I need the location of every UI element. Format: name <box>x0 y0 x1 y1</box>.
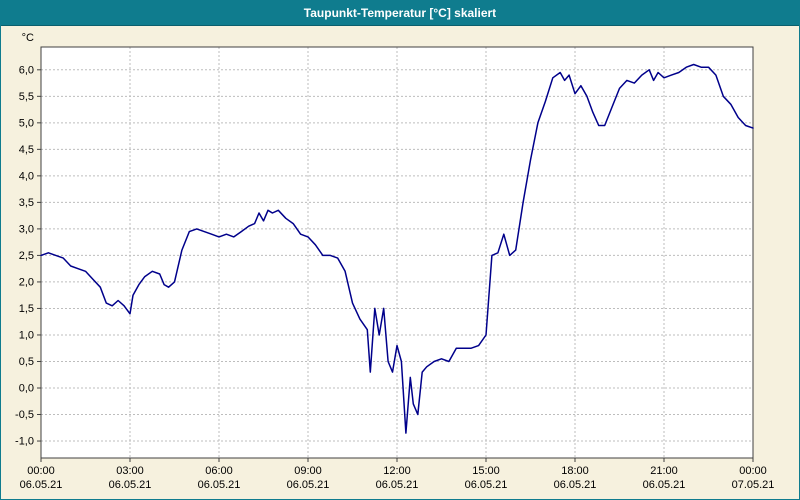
y-tick-label: 5,5 <box>19 91 34 103</box>
plot-frame <box>40 46 754 459</box>
y-tick-label: 3,0 <box>19 223 34 235</box>
x-tick-time-label: 21:00 <box>650 465 678 477</box>
x-tick-date-label: 06.05.21 <box>643 479 686 491</box>
x-tick-date-label: 06.05.21 <box>554 479 597 491</box>
y-tick-label: 1,5 <box>19 303 34 315</box>
x-tick-time-label: 12:00 <box>383 465 411 477</box>
x-tick-date-label: 06.05.21 <box>20 479 63 491</box>
window-titlebar: Taupunkt-Temperatur [°C] skaliert <box>1 1 799 26</box>
y-tick-label: 4,5 <box>19 144 34 156</box>
x-tick-time-label: 06:00 <box>205 465 233 477</box>
x-tick-time-label: 15:00 <box>472 465 500 477</box>
x-tick-date-label: 06.05.21 <box>376 479 419 491</box>
y-tick-label: 4,0 <box>19 170 34 182</box>
y-tick-label: -1,0 <box>15 436 34 448</box>
y-axis-unit-label: °C <box>22 32 34 44</box>
x-tick-date-label: 06.05.21 <box>109 479 152 491</box>
y-tick-label: 1,0 <box>19 329 34 341</box>
x-tick-date-label: 06.05.21 <box>465 479 508 491</box>
x-tick-time-label: 18:00 <box>561 465 589 477</box>
window-title: Taupunkt-Temperatur [°C] skaliert <box>303 6 497 20</box>
y-tick-label: 0,5 <box>19 356 34 368</box>
y-tick-label: 0,0 <box>19 382 34 394</box>
y-tick-label: 2,5 <box>19 250 34 262</box>
x-tick-time-label: 09:00 <box>294 465 322 477</box>
chart-svg: 6,0 5,5 5,0 4,5 4,0 3,5 3,0 2,5 2,0 1,5 1,0 0,5 0,0 -… <box>15 32 775 491</box>
x-tick-time-label: 03:00 <box>116 465 144 477</box>
x-tick-date-label: 06.05.21 <box>198 479 241 491</box>
y-tick-label: 5,0 <box>19 117 34 129</box>
y-tick-label: 2,0 <box>19 276 34 288</box>
x-tick-date-label: 06.05.21 <box>287 479 330 491</box>
y-tick-label: -0,5 <box>15 409 34 421</box>
y-tick-label: 6,0 <box>19 64 34 76</box>
data-line <box>40 63 754 434</box>
x-tick-time-label: 00:00 <box>27 465 55 477</box>
chart-area: 6,0 5,5 5,0 4,5 4,0 3,5 3,0 2,5 2,0 1,5 1,0 0,5 0,0 -… <box>1 26 799 499</box>
x-tick-date-label: 07.05.21 <box>732 479 775 491</box>
x-tick-time-label: 00:00 <box>739 465 767 477</box>
y-tick-label: 3,5 <box>19 197 34 209</box>
